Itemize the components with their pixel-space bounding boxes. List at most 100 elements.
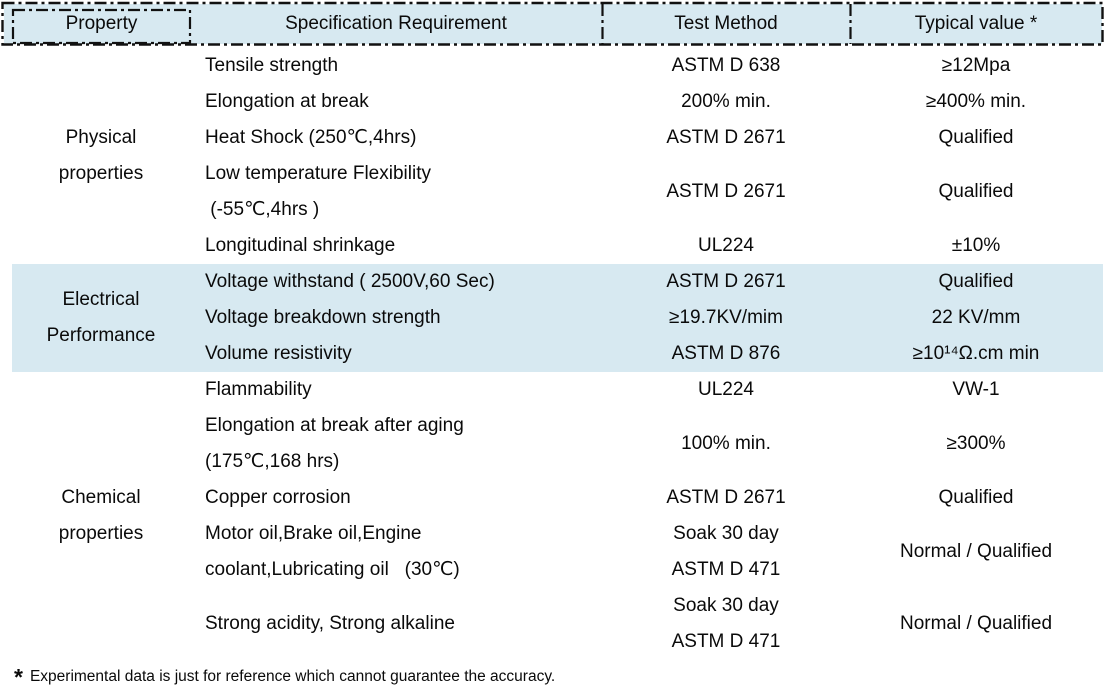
header-cell-typical-value: Typical value * xyxy=(914,12,1038,34)
spec-cell: Heat Shock (250℃,4hrs) xyxy=(190,120,602,156)
test-method-cell: 100% min. xyxy=(602,408,850,480)
test-method-cell: Soak 30 day ASTM D 471 xyxy=(602,516,850,588)
header-cells: Property Specification Requirement Test … xyxy=(13,3,1102,44)
typical-text: ±10% xyxy=(951,235,1001,256)
typical-value-cell: ±10% xyxy=(850,228,1102,264)
test-method-cell: ASTM D 876 xyxy=(602,336,850,372)
spec-cell: Strong acidity, Strong alkaline xyxy=(190,588,602,660)
table-row: Elongation at break after aging (175℃,16… xyxy=(190,408,1102,480)
test-text: UL224 xyxy=(698,235,754,256)
typical-value-cell: ≥400% min. xyxy=(850,84,1102,120)
footnote: * Experimental data is just for referenc… xyxy=(14,664,1120,690)
typical-value-cell: Normal / Qualified xyxy=(850,516,1102,588)
test-text: ASTM D 2671 xyxy=(666,181,786,202)
spec-cell: Tensile strength xyxy=(190,48,602,84)
group-label: Physical properties xyxy=(58,127,144,184)
typical-value-cell: Normal / Qualified xyxy=(850,588,1102,660)
test-text: 100% min. xyxy=(681,433,771,454)
table-row: Low temperature Flexibility (-55℃,4hrs )… xyxy=(190,156,1102,228)
spec-cell: Voltage withstand ( 2500V,60 Sec) xyxy=(190,264,602,300)
spec-text: Copper corrosion xyxy=(205,487,351,508)
table-row: Longitudinal shrinkage UL224 ±10% xyxy=(190,228,1102,264)
table-row: Heat Shock (250℃,4hrs) ASTM D 2671 Quali… xyxy=(190,120,1102,156)
typical-text: VW-1 xyxy=(952,379,1000,400)
spec-text: Voltage withstand ( 2500V,60 Sec) xyxy=(205,271,495,292)
table-row: Strong acidity, Strong alkaline Soak 30 … xyxy=(190,588,1102,660)
test-method-cell: ASTM D 2671 xyxy=(602,120,850,156)
group-label: Electrical Performance xyxy=(46,289,156,346)
spec-cell: Elongation at break xyxy=(190,84,602,120)
typical-value-cell: Qualified xyxy=(850,264,1102,300)
typical-text: Qualified xyxy=(938,271,1014,292)
header-cell-specification: Specification Requirement xyxy=(285,12,507,34)
test-text: ≥19.7KV/mim xyxy=(669,307,783,328)
table-row: Elongation at break 200% min. ≥400% min. xyxy=(190,84,1102,120)
spec-text: Heat Shock (250℃,4hrs) xyxy=(205,127,417,148)
typical-text: Normal / Qualified xyxy=(899,541,1053,562)
header-cell-property: Property xyxy=(65,12,138,34)
test-method-cell: 200% min. xyxy=(602,84,850,120)
test-method-cell: ASTM D 2671 xyxy=(602,264,850,300)
spec-text: Voltage breakdown strength xyxy=(205,307,441,328)
test-method-cell: ASTM D 2671 xyxy=(602,156,850,228)
spec-cell: Longitudinal shrinkage xyxy=(190,228,602,264)
test-text: ASTM D 876 xyxy=(671,343,781,364)
spec-cell: Motor oil,Brake oil,Engine coolant,Lubri… xyxy=(190,516,602,588)
table-row: Flammability UL224 VW-1 xyxy=(190,372,1102,408)
spec-text: Longitudinal shrinkage xyxy=(205,235,396,256)
typical-text: Qualified xyxy=(938,487,1014,508)
typical-value-cell: Qualified xyxy=(850,156,1102,228)
typical-text: ≥300% xyxy=(946,433,1006,454)
typical-text: 22 KV/mm xyxy=(931,307,1021,328)
group-label: Chemical properties xyxy=(58,487,144,544)
spec-cell: Flammability xyxy=(190,372,602,408)
test-method-cell: UL224 xyxy=(602,228,850,264)
typical-value-cell: VW-1 xyxy=(850,372,1102,408)
spec-text: Motor oil,Brake oil,Engine coolant,Lubri… xyxy=(205,523,460,580)
table-row: Copper corrosion ASTM D 2671 Qualified xyxy=(190,480,1102,516)
test-text: ASTM D 2671 xyxy=(666,487,786,508)
spec-text: Flammability xyxy=(205,379,312,400)
table-row: Voltage breakdown strength ≥19.7KV/mim 2… xyxy=(190,300,1102,336)
test-method-cell: ASTM D 2671 xyxy=(602,480,850,516)
spec-cell: Volume resistivity xyxy=(190,336,602,372)
typical-text: Qualified xyxy=(938,127,1014,148)
spec-text: Elongation at break xyxy=(205,91,369,112)
group-electrical-performance: Electrical Performance Voltage withstand… xyxy=(12,264,1103,372)
test-text: 200% min. xyxy=(681,91,771,112)
footnote-text: Experimental data is just for reference … xyxy=(29,668,556,685)
table-row: Tensile strength ASTM D 638 ≥12Mpa xyxy=(190,48,1102,84)
table-row: Motor oil,Brake oil,Engine coolant,Lubri… xyxy=(190,516,1102,588)
test-text: UL224 xyxy=(698,379,754,400)
typical-value-cell: ≥12Mpa xyxy=(850,48,1102,84)
test-text: Soak 30 day ASTM D 471 xyxy=(671,595,781,652)
group-rows: Flammability UL224 VW-1 Elongation at br… xyxy=(190,372,1102,660)
typical-text: ≥400% min. xyxy=(925,91,1027,112)
spec-cell: Copper corrosion xyxy=(190,480,602,516)
spec-text: Tensile strength xyxy=(205,55,339,76)
test-method-cell: Soak 30 day ASTM D 471 xyxy=(602,588,850,660)
spec-text: Elongation at break after aging (175℃,16… xyxy=(205,415,464,472)
typical-value-cell: ≥10¹⁴Ω.cm min xyxy=(850,336,1102,372)
typical-text: ≥10¹⁴Ω.cm min xyxy=(912,343,1040,364)
spec-text: Volume resistivity xyxy=(205,343,352,364)
typical-text: Qualified xyxy=(938,181,1014,202)
test-method-cell: ≥19.7KV/mim xyxy=(602,300,850,336)
spec-text: Low temperature Flexibility (-55℃,4hrs ) xyxy=(205,163,431,220)
table-row: Volume resistivity ASTM D 876 ≥10¹⁴Ω.cm … xyxy=(190,336,1102,372)
table-row: Voltage withstand ( 2500V,60 Sec) ASTM D… xyxy=(190,264,1102,300)
spec-cell: Voltage breakdown strength xyxy=(190,300,602,336)
group-chemical-properties: Chemical properties Flammability UL224 V… xyxy=(12,372,1103,660)
typical-text: ≥12Mpa xyxy=(941,55,1011,76)
footnote-asterisk: * xyxy=(14,664,23,690)
spec-text: Strong acidity, Strong alkaline xyxy=(205,613,455,634)
group-physical-properties: Physical properties Tensile strength AST… xyxy=(12,48,1103,264)
typical-text: Normal / Qualified xyxy=(899,613,1053,634)
test-method-cell: ASTM D 638 xyxy=(602,48,850,84)
group-rows: Tensile strength ASTM D 638 ≥12Mpa Elong… xyxy=(190,48,1102,264)
typical-value-cell: Qualified xyxy=(850,120,1102,156)
spec-cell: Low temperature Flexibility (-55℃,4hrs ) xyxy=(190,156,602,228)
test-text: ASTM D 2671 xyxy=(666,271,786,292)
spec-cell: Elongation at break after aging (175℃,16… xyxy=(190,408,602,480)
